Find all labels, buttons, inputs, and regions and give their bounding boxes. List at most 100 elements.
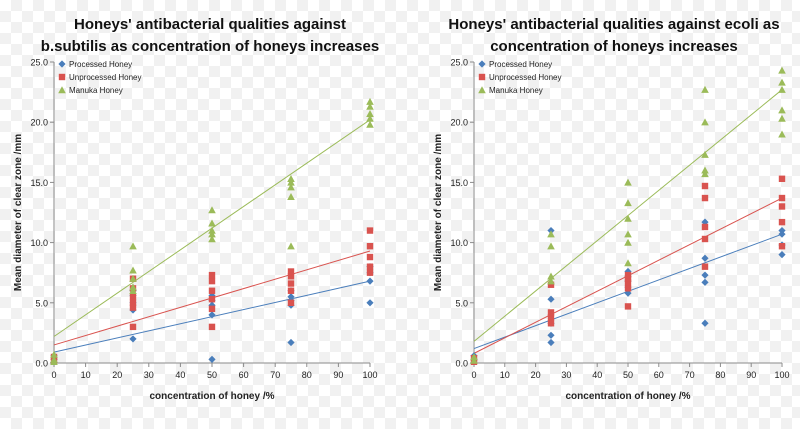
data-point <box>129 242 137 250</box>
x-tick-label: 30 <box>561 370 571 380</box>
data-point <box>778 243 786 250</box>
data-point <box>547 331 555 339</box>
data-point <box>366 120 374 128</box>
data-point <box>287 280 295 287</box>
data-point <box>547 309 555 316</box>
legend-label: Processed Honey <box>489 60 552 69</box>
x-tick-label: 50 <box>207 370 217 380</box>
data-point <box>366 227 374 234</box>
data-point <box>701 223 709 231</box>
data-point <box>366 253 374 261</box>
data-point <box>287 338 295 347</box>
x-tick-label: 10 <box>81 370 91 380</box>
x-tick-label: 40 <box>175 370 185 380</box>
chart-svg: 0.0 5.0 10.0 15.0 20.0 25.0 0 10 20 30 40 50 60 70 80 9… <box>13 58 378 403</box>
chart-svg: 0.0 5.0 10.0 15.0 20.0 25.0 0 10 20 30 40 50 60 70 80 9… <box>433 58 790 403</box>
data-point <box>547 242 555 250</box>
data-point <box>778 194 786 202</box>
data-point <box>287 293 295 301</box>
x-tick-label: 70 <box>685 370 695 380</box>
x-tick-label: 90 <box>333 370 343 380</box>
data-point <box>778 85 786 93</box>
data-point <box>50 355 58 363</box>
data-point <box>208 230 216 238</box>
data-point <box>366 269 374 276</box>
chart-panel-bsubtilis: Honeys' antibacterial qualities against … <box>13 16 379 403</box>
data-point <box>366 277 374 285</box>
data-point <box>624 238 632 246</box>
chart-title: Honeys' antibacterial qualities against … <box>448 16 780 55</box>
data-point <box>778 226 786 235</box>
x-tick-label: 80 <box>302 370 312 380</box>
x-tick-label: 10 <box>500 370 510 380</box>
data-point <box>701 319 709 327</box>
data-point <box>129 293 137 300</box>
data-point <box>208 226 216 234</box>
data-point <box>624 199 632 207</box>
x-axis-label: concentration of honey /% <box>565 391 690 402</box>
data-point <box>287 287 295 294</box>
x-tick-label: 100 <box>362 370 377 380</box>
data-point <box>129 283 137 291</box>
data-point <box>287 193 295 201</box>
data-point <box>701 194 709 202</box>
data-point <box>624 259 632 267</box>
data-point <box>778 78 786 86</box>
data-point <box>366 97 374 105</box>
data-point <box>50 350 58 358</box>
data-point <box>701 118 709 126</box>
data-point <box>287 273 295 280</box>
data-point <box>547 338 555 347</box>
data-point <box>129 266 137 274</box>
data-point <box>208 323 216 331</box>
data-point <box>624 285 632 292</box>
x-tick-label: 0 <box>471 370 476 380</box>
y-tick-label: 25.0 <box>450 58 468 68</box>
x-axis-label: concentration of honey /% <box>149 391 274 402</box>
x-tick-label: 30 <box>144 370 154 380</box>
x-tick-label: 40 <box>592 370 602 380</box>
legend-marker <box>58 73 66 81</box>
x-tick-label: 0 <box>51 370 56 380</box>
data-point <box>129 299 137 306</box>
data-point <box>129 286 137 294</box>
data-point <box>547 230 555 238</box>
x-tick-label: 50 <box>623 370 633 380</box>
data-point <box>701 271 709 279</box>
y-tick-label: 10.0 <box>30 238 48 248</box>
legend-marker <box>478 60 486 68</box>
data-point <box>701 150 709 158</box>
data-point <box>547 281 555 288</box>
data-point <box>208 311 216 319</box>
data-point <box>701 85 709 93</box>
data-point <box>547 320 555 327</box>
data-point <box>624 303 632 310</box>
data-point <box>287 242 295 250</box>
data-point <box>624 275 632 282</box>
data-point <box>547 314 555 321</box>
data-point <box>701 182 709 190</box>
data-point <box>624 178 632 186</box>
data-point <box>129 323 137 331</box>
y-tick-label: 25.0 <box>30 58 48 68</box>
legend-label: Manuka Honey <box>69 86 123 95</box>
data-point <box>208 295 216 303</box>
y-tick-label: 5.0 <box>455 298 468 308</box>
data-point <box>701 235 709 243</box>
data-point <box>366 263 374 270</box>
data-point <box>778 106 786 114</box>
data-point <box>547 272 555 280</box>
legend-label: Unprocessed Honey <box>69 73 141 82</box>
y-tick-label: 5.0 <box>35 298 48 308</box>
data-point <box>129 304 137 311</box>
data-point <box>208 235 216 243</box>
x-tick-label: 60 <box>239 370 249 380</box>
x-tick-label: 20 <box>112 370 122 380</box>
x-tick-label: 80 <box>715 370 725 380</box>
data-point <box>287 183 295 191</box>
data-point <box>624 271 632 279</box>
legend-marker <box>58 86 66 94</box>
x-tick-label: 90 <box>746 370 756 380</box>
data-point <box>287 299 295 306</box>
data-point <box>624 230 632 238</box>
